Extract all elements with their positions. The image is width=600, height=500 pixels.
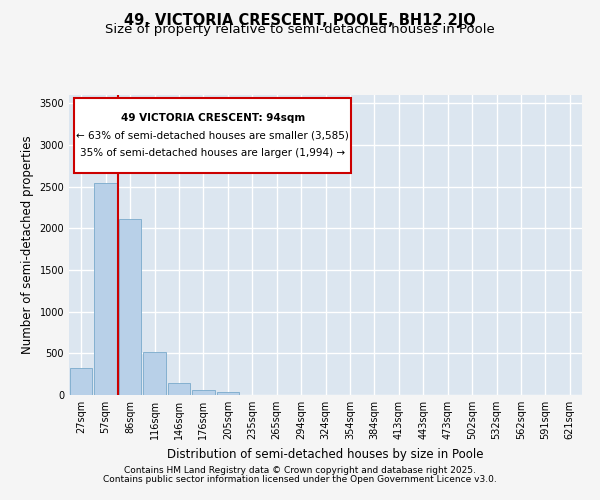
Bar	[143, 352, 166, 395]
Bar	[192, 390, 215, 395]
FancyBboxPatch shape	[74, 98, 351, 173]
Bar	[94, 184, 117, 395]
Text: 35% of semi-detached houses are larger (1,994) →: 35% of semi-detached houses are larger (…	[80, 148, 345, 158]
Text: Size of property relative to semi-detached houses in Poole: Size of property relative to semi-detach…	[105, 24, 495, 36]
Text: Contains public sector information licensed under the Open Government Licence v3: Contains public sector information licen…	[103, 475, 497, 484]
Bar	[167, 383, 190, 395]
Bar	[119, 219, 142, 395]
Text: Contains HM Land Registry data © Crown copyright and database right 2025.: Contains HM Land Registry data © Crown c…	[124, 466, 476, 475]
Bar	[70, 368, 92, 395]
Text: 49, VICTORIA CRESCENT, POOLE, BH12 2JQ: 49, VICTORIA CRESCENT, POOLE, BH12 2JQ	[124, 12, 476, 28]
Y-axis label: Number of semi-detached properties: Number of semi-detached properties	[21, 136, 34, 354]
Text: 49 VICTORIA CRESCENT: 94sqm: 49 VICTORIA CRESCENT: 94sqm	[121, 113, 305, 123]
Bar	[217, 392, 239, 395]
Text: ← 63% of semi-detached houses are smaller (3,585): ← 63% of semi-detached houses are smalle…	[76, 130, 349, 140]
X-axis label: Distribution of semi-detached houses by size in Poole: Distribution of semi-detached houses by …	[167, 448, 484, 460]
